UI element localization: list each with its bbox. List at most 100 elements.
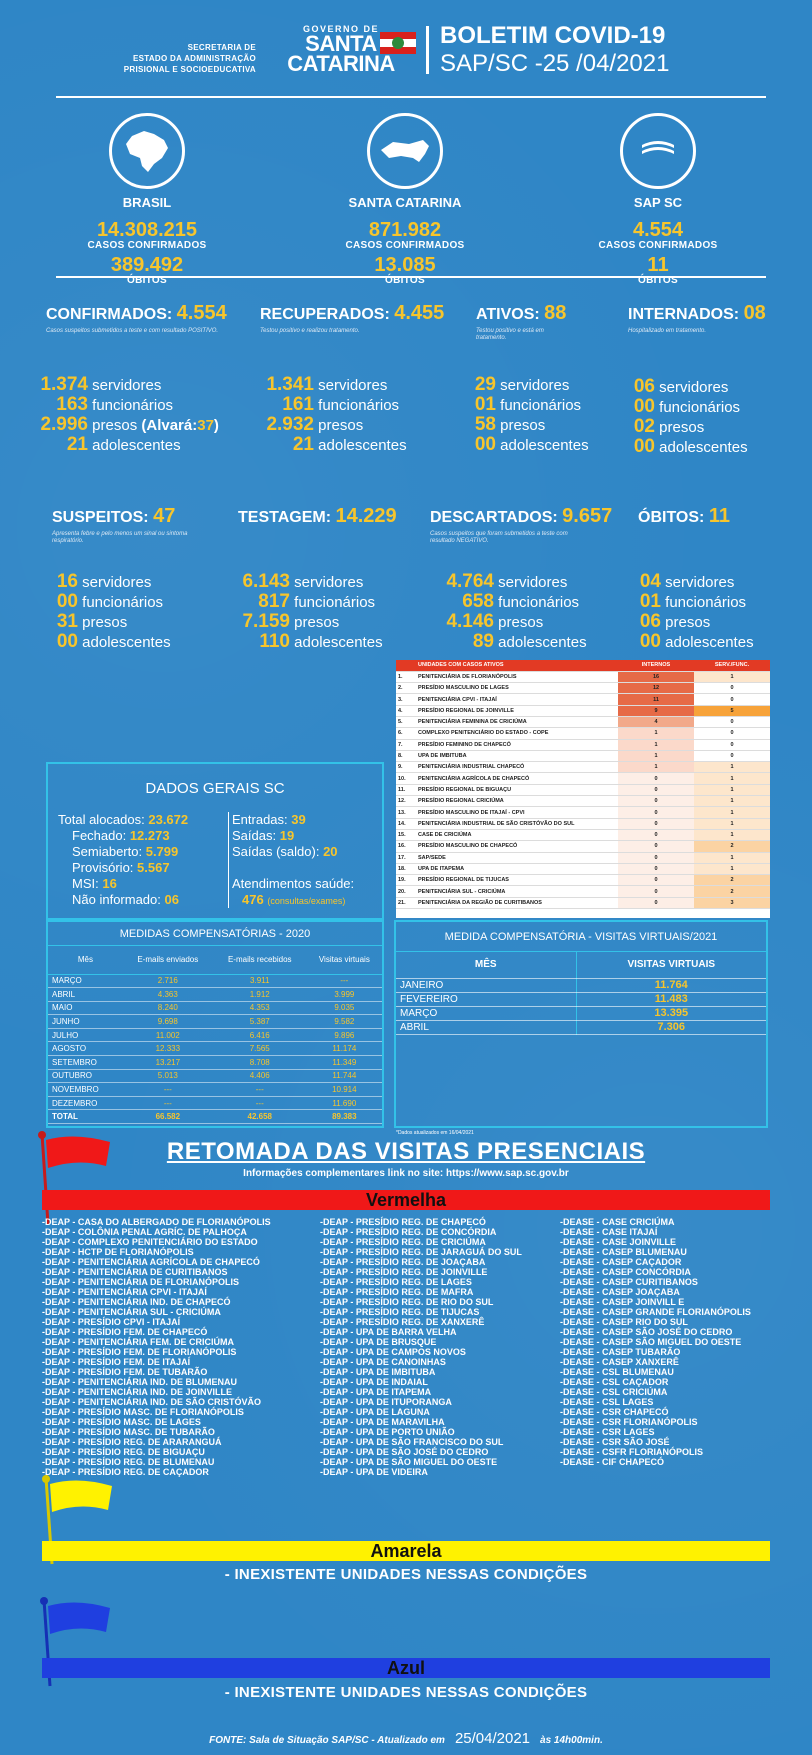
retomada-subtitle: Informações complementares link no site:… xyxy=(243,1168,569,1179)
list-item: -DEASE - CASEP TUBARÃO xyxy=(560,1347,681,1357)
table-row: DEZEMBRO --- --- 11.690 xyxy=(48,1096,382,1111)
dados-gerais-panel: DADOS GERAIS SC Total alocados: 23.672 F… xyxy=(46,762,384,920)
table-row: 21. PENITENCIÁRIA DA REGIÃO DE CURITIBANO… xyxy=(396,897,770,910)
table-row: 14. PENITENCIÁRIA INDUSTRIAL DE SÃO CRIST… xyxy=(396,818,770,830)
table-row: NOVEMBRO --- --- 10.914 xyxy=(48,1082,382,1097)
list-item: -DEAP - PRESÍDIO REG. DE CONCÓRDIA xyxy=(320,1227,497,1237)
list-item: -DEASE - CASEP CURITIBANOS xyxy=(560,1277,698,1287)
table-row: MARÇO 2.716 3.911 --- xyxy=(48,974,382,989)
list-item: -DEAP - PRESÍDIO MASC. DE LAGES xyxy=(42,1417,201,1427)
confirmados-header: CONFIRMADOS: 4.554 Casos suspeitos subme… xyxy=(46,302,227,334)
divider xyxy=(56,96,766,98)
table-row: ABRIL 4.363 1.912 3.999 xyxy=(48,987,382,1002)
internados-header: INTERNADOS: 08 Hospitalizado em tratamen… xyxy=(628,302,766,334)
list-item: -DEAP - PENITENCIÁRIA CPVI - ITAJAÍ xyxy=(42,1287,207,1297)
bulletin-date: SAP/SC -25 /04/2021 xyxy=(440,50,670,77)
suspeitos-breakdown: 16 servidores 00 funcionários 31 presos … xyxy=(56,571,171,652)
list-item: -DEAP - PRESÍDIO REG. DE CAÇADOR xyxy=(42,1467,209,1477)
list-item: -DEASE - CSR SÃO JOSÉ xyxy=(560,1437,670,1447)
medidas-2020-table: Mês E-mails enviados E-mails recebidos V… xyxy=(48,946,382,1125)
list-item: -DEAP - UPA DE ITAPEMA xyxy=(320,1387,432,1397)
list-item: -DEASE - CASE ITAJAÍ xyxy=(560,1227,658,1237)
table-row: 16. PRESÍDIO MASCULINO DE CHAPECÓ 0 2 xyxy=(396,840,770,853)
sap-deaths: 11 xyxy=(647,254,669,276)
list-item: -DEAP - PRESÍDIO FEM. DE ITAJAÍ xyxy=(42,1357,191,1367)
brazil-map-icon xyxy=(109,113,185,189)
ativos-header: ATIVOS: 88 Testou positivo e está em tra… xyxy=(476,302,567,341)
list-item: -DEAP - UPA DE ITUPORANGA xyxy=(320,1397,452,1407)
list-item: -DEAP - PRESÍDIO REG. DE ARARANGUÁ xyxy=(42,1437,222,1447)
table-row: 5. PENITENCIÁRIA FEMININA DE CRICIÚMA 4 0 xyxy=(396,716,770,729)
table-row: 6. COMPLEXO PENITENCIÁRIO DO ESTADO - COP… xyxy=(396,727,770,740)
list-item: -DEAP - PENITENCIÁRIA SUL - CRICIÚMA xyxy=(42,1307,221,1317)
list-item: -DEASE - CASEP RIO DO SUL xyxy=(560,1317,688,1327)
table-row: JANEIRO 11.764 xyxy=(396,978,766,993)
list-item: -DEASE - CASEP JOINVILL E xyxy=(560,1297,685,1307)
vermelha-band: Vermelha xyxy=(42,1190,770,1210)
table-row: 4. PRESÍDIO REGIONAL DE JOINVILLE 9 5 xyxy=(396,705,770,717)
sc-government-logo: GOVERNO DE SANTA CATARINA xyxy=(266,24,416,78)
list-item: -DEASE - CASEP SÃO MIGUEL DO OESTE xyxy=(560,1337,742,1347)
stat-sap-sc: SAP SC 4.554 CASOS CONFIRMADOS 11 ÓBITOS xyxy=(543,113,773,286)
table-row: 11. PRESÍDIO REGIONAL DE BIGUAÇU 0 1 xyxy=(396,784,770,797)
ativos-breakdown: 29 servidores 01 funcionários 58 presos … xyxy=(474,374,589,455)
list-item: -DEAP - UPA DE BARRA VELHA xyxy=(320,1327,457,1337)
list-item: -DEAP - PRESÍDIO FEM. DE CHAPECÓ xyxy=(42,1327,208,1337)
secretaria-label: SECRETARIA DE ESTADO DA ADMINISTRAÇÃO PR… xyxy=(123,43,256,74)
list-item: -DEASE - CASEP XANXERÊ xyxy=(560,1357,679,1367)
table-row: 20. PENITENCIÁRIA SUL - CRICIÚMA 0 2 xyxy=(396,885,770,898)
medida-2021-panel: MEDIDA COMPENSATÓRIA - VISITAS VIRTUAIS/… xyxy=(394,920,768,1128)
list-item: -DEAP - PENITENCIÁRIA IND. DE JOINVILLE xyxy=(42,1387,233,1397)
list-item: -DEAP - UPA DE SÃO FRANCISCO DO SUL xyxy=(320,1437,504,1447)
confirmados-breakdown: 1.374 servidores 163 funcionários 2.996 … xyxy=(40,374,219,455)
list-item: -DEAP - COMPLEXO PENITENCIÁRIO DO ESTADO xyxy=(42,1237,258,1247)
list-item: -DEAP - PRESÍDIO REG. DE LAGES xyxy=(320,1277,472,1287)
list-item: -DEAP - PRESÍDIO FEM. DE FLORIANÓPOLIS xyxy=(42,1347,237,1357)
azul-status: - INEXISTENTE UNIDADES NESSAS CONDIÇÕES xyxy=(224,1684,588,1701)
table-row: 18. UPA DE ITAPEMA 0 1 xyxy=(396,863,770,876)
table-header-row: Mês E-mails enviados E-mails recebidos V… xyxy=(48,946,382,975)
footer-source: FONTE: Sala de Situação SAP/SC - Atualiz… xyxy=(209,1730,603,1747)
table-header-row: UNIDADES COM CASOS ATIVOS INTERNOS SERV.… xyxy=(396,660,770,672)
list-item: -DEAP - PRESÍDIO MASC. DE FLORIANÓPOLIS xyxy=(42,1407,244,1417)
descartados-breakdown: 4.764 servidores 658 funcionários 4.146 … xyxy=(446,571,587,652)
list-item: -DEAP - PRESÍDIO REG. DE BIGUAÇU xyxy=(42,1447,205,1457)
list-item: -DEAP - HCTP DE FLORIANÓPOLIS xyxy=(42,1247,194,1257)
list-item: -DEASE - CASEP JOAÇABA xyxy=(560,1287,680,1297)
list-item: -DEASE - CSL LAGES xyxy=(560,1397,654,1407)
vermelha-list-col3: -DEASE - CASE CRICIÚMA -DEASE - CASE ITAJ… xyxy=(560,1217,751,1467)
data-update-note: *Dados atualizados em 16/04/2021 xyxy=(396,1130,474,1136)
list-item: -DEASE - CSL BLUMENAU xyxy=(560,1367,674,1377)
table-row: OUTUBRO 5.013 4.406 11.744 xyxy=(48,1069,382,1084)
list-item: -DEASE - CSR CHAPECÓ xyxy=(560,1407,669,1417)
list-item: -DEASE - CASEP CAÇADOR xyxy=(560,1257,682,1267)
list-item: -DEAP - UPA DE SÃO JOSÉ DO CEDRO xyxy=(320,1447,489,1457)
list-item: -DEAP - PRESÍDIO REG. DE JARAGUÁ DO SUL xyxy=(320,1247,522,1257)
dados-gerais-right: Entradas: 39 Saídas: 19 Saídas (saldo): … xyxy=(232,812,355,907)
list-item: -DEAP - COLÔNIA PENAL AGRÍC. DE PALHOÇA xyxy=(42,1227,247,1237)
list-item: -DEASE - CASE JOINVILLE xyxy=(560,1237,677,1247)
stat-santa-catarina: SANTA CATARINA 871.982 CASOS CONFIRMADOS… xyxy=(290,113,520,286)
list-item: -DEASE - CIF CHAPECÓ xyxy=(560,1457,665,1467)
dados-gerais-divider xyxy=(228,812,229,908)
list-item: -DEAP - PRESÍDIO REG. DE TIJUCAS xyxy=(320,1307,480,1317)
internados-breakdown: 06 servidores 00 funcionários 02 presos … xyxy=(633,376,748,457)
list-item: -DEAP - UPA DE VIDEIRA xyxy=(320,1467,428,1477)
table-row: JULHO 11.002 6.416 9.896 xyxy=(48,1028,382,1043)
table-row: 3. PENITENCIÁRIA CPVI - ITAJAÍ 11 0 xyxy=(396,693,770,706)
unidades-casos-ativos-table: UNIDADES COM CASOS ATIVOS INTERNOS SERV.… xyxy=(396,660,770,918)
header-divider xyxy=(426,26,429,74)
list-item: -DEASE - CSR FLORIANÓPOLIS xyxy=(560,1417,698,1427)
sap-logo-icon xyxy=(620,113,696,189)
amarela-band: Amarela xyxy=(42,1541,770,1561)
list-item: -DEAP - PRESÍDIO REG. DE RIO DO SUL xyxy=(320,1297,494,1307)
list-item: -DEAP - UPA DE MARAVILHA xyxy=(320,1417,445,1427)
table-row: FEVEREIRO 11.483 xyxy=(396,992,766,1007)
list-item: -DEAP - PENITENCIÁRIA IND. DE BLUMENAU xyxy=(42,1377,238,1387)
dados-gerais-left: Total alocados: 23.672 Fechado: 12.273 S… xyxy=(58,812,189,907)
list-item: -DEAP - PRESÍDIO FEM. DE TUBARÃO xyxy=(42,1367,208,1377)
list-item: -DEAP - UPA DE SÃO MIGUEL DO OESTE xyxy=(320,1457,498,1467)
divider xyxy=(56,276,766,278)
list-item: -DEAP - PENITENCIÁRIA IND. DE CHAPECÓ xyxy=(42,1297,231,1307)
sc-cases: 871.982 xyxy=(368,219,442,241)
